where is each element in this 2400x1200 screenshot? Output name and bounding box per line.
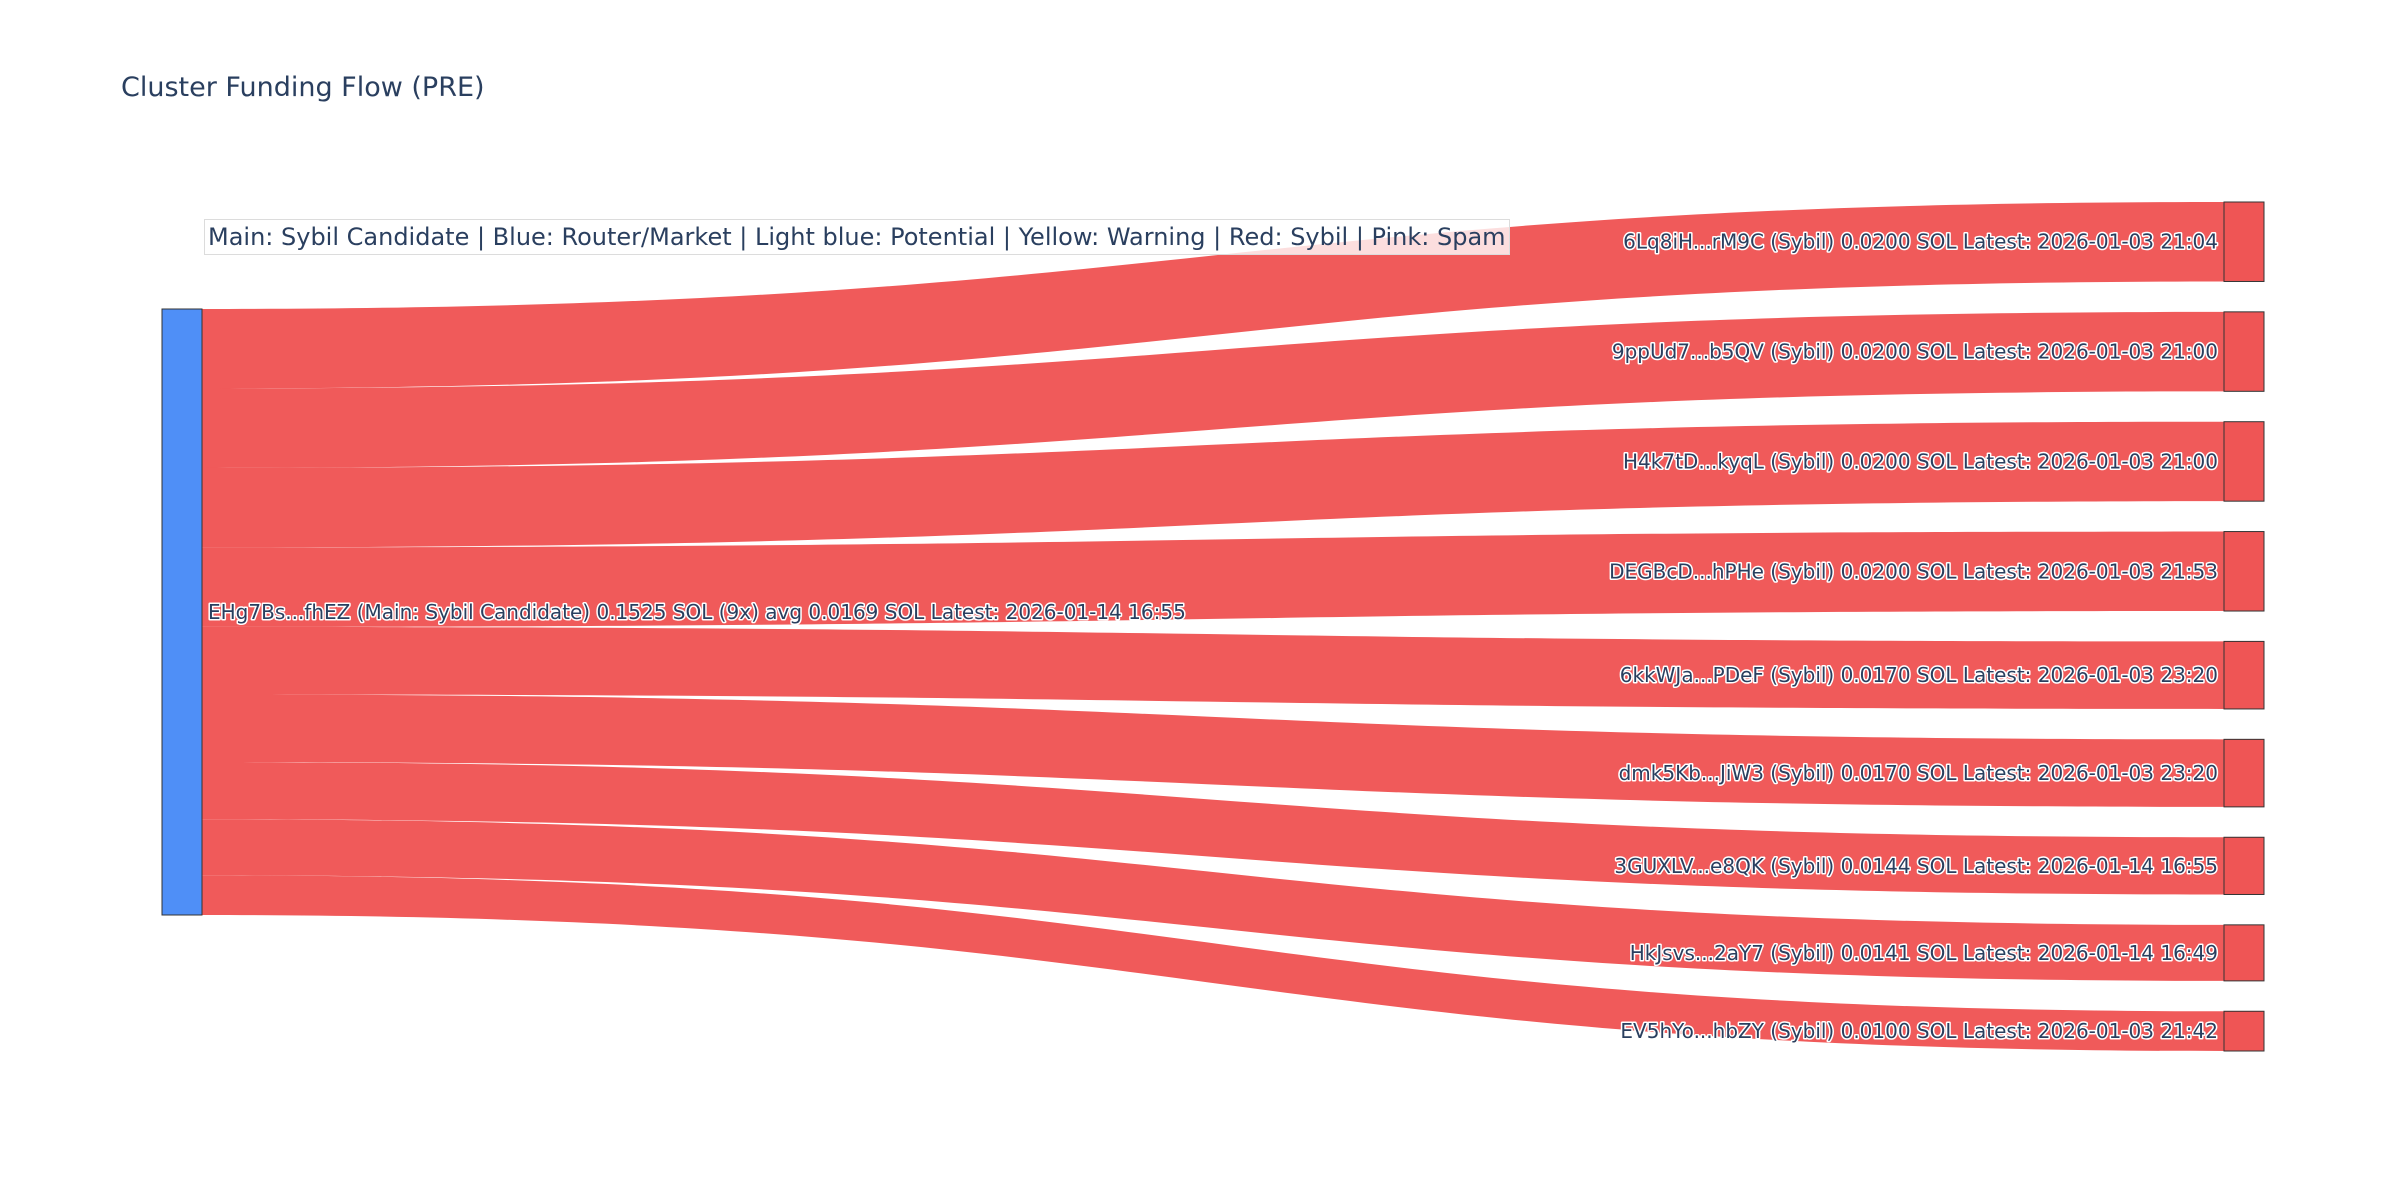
target-node-label: DEGBcD...hPHe (Sybil) 0.0200 SOL Latest:… xyxy=(1609,559,2218,583)
flow-link[interactable] xyxy=(202,875,2224,1051)
target-node[interactable] xyxy=(2223,201,2265,282)
target-node-label: dmk5Kb...JiW3 (Sybil) 0.0170 SOL Latest:… xyxy=(1619,761,2218,785)
target-node[interactable] xyxy=(2223,1010,2265,1052)
chart-title: Cluster Funding Flow (PRE) xyxy=(121,72,485,103)
target-node-label: HkJsvs...2aY7 (Sybil) 0.0141 SOL Latest:… xyxy=(1630,941,2218,965)
target-node[interactable] xyxy=(2223,421,2265,502)
target-node-label: 6kkWJa...PDeF (Sybil) 0.0170 SOL Latest:… xyxy=(1620,663,2218,687)
legend-annotation: Main: Sybil Candidate | Blue: Router/Mar… xyxy=(204,219,1510,255)
target-node-label: EV5hYo...hbZY (Sybil) 0.0100 SOL Latest:… xyxy=(1620,1019,2218,1043)
sankey-links xyxy=(202,202,2224,1051)
flow-link[interactable] xyxy=(202,421,2224,548)
flow-link[interactable] xyxy=(202,762,2224,895)
target-node[interactable] xyxy=(2223,738,2265,808)
target-node-label: 6Lq8iH...rM9C (Sybil) 0.0200 SOL Latest:… xyxy=(1623,230,2218,254)
target-node[interactable] xyxy=(2223,531,2265,612)
target-node-label: 3GUXLV...e8QK (Sybil) 0.0144 SOL Latest:… xyxy=(1614,854,2218,878)
flow-link[interactable] xyxy=(202,694,2224,807)
target-node[interactable] xyxy=(2223,836,2265,895)
source-node[interactable] xyxy=(161,308,203,916)
target-node[interactable] xyxy=(2223,640,2265,710)
flow-link[interactable] xyxy=(202,202,2224,389)
flow-link[interactable] xyxy=(202,531,2224,627)
target-node[interactable] xyxy=(2223,311,2265,392)
flow-link[interactable] xyxy=(202,311,2224,468)
flow-link[interactable] xyxy=(202,626,2224,709)
target-node-label: 9ppUd7...b5QV (Sybil) 0.0200 SOL Latest:… xyxy=(1612,340,2218,364)
source-node-label: EHg7Bs...fhEZ (Main: Sybil Candidate) 0.… xyxy=(208,600,1186,624)
sankey-labels: EHg7Bs...fhEZ (Main: Sybil Candidate) 0.… xyxy=(207,228,2220,1044)
flow-link[interactable] xyxy=(202,819,2224,981)
target-node-label: H4k7tD...kyqL (Sybil) 0.0200 SOL Latest:… xyxy=(1623,449,2218,473)
sankey-nodes xyxy=(161,201,2265,1052)
target-node[interactable] xyxy=(2223,924,2265,982)
